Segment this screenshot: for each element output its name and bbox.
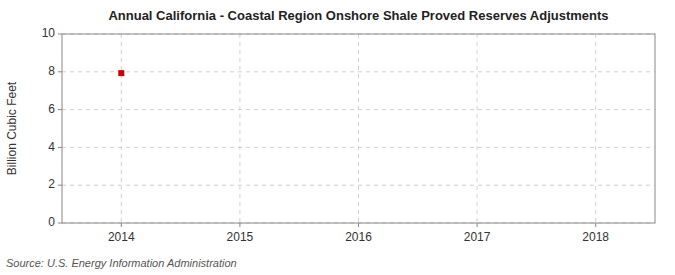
points <box>118 70 124 76</box>
y-tick-label: 0 <box>48 215 55 229</box>
plot-frame <box>62 34 655 223</box>
y-grid-line <box>62 71 655 72</box>
point <box>118 70 124 76</box>
y-tick <box>58 185 62 186</box>
y-tick-label: 8 <box>48 64 55 78</box>
x-tick <box>358 223 359 227</box>
y-axis-label: Billion Cubic Feet <box>5 81 19 175</box>
title: Annual California - Coastal Region Onsho… <box>108 8 608 23</box>
x-tick-label: 2016 <box>345 230 372 244</box>
x-tick <box>595 223 596 227</box>
y-tick <box>58 34 62 35</box>
chart: 0 2 4 6 8 10 2014 2015 2016 2017 2018 Annual Califo… <box>0 0 675 275</box>
y-tick <box>58 223 62 224</box>
y-tick-label: 10 <box>42 26 56 40</box>
x-grid-line <box>239 34 240 223</box>
y-tick <box>58 109 62 110</box>
y-tick <box>58 147 62 148</box>
x-tick <box>239 223 240 227</box>
y-grid-line <box>62 185 655 186</box>
y-axis: 0 2 4 6 8 10 <box>42 26 62 229</box>
grid <box>62 34 655 223</box>
x-tick-label: 2018 <box>582 230 609 244</box>
x-tick <box>477 223 478 227</box>
x-grid-line <box>358 34 359 223</box>
x-tick <box>121 223 122 227</box>
x-grid-line <box>477 34 478 223</box>
source-note: Source: U.S. Energy Information Administ… <box>6 257 237 269</box>
y-tick-label: 6 <box>48 102 55 116</box>
x-tick-label: 2014 <box>108 230 135 244</box>
x-tick-label: 2015 <box>227 230 254 244</box>
y-tick <box>58 71 62 72</box>
x-axis: 2014 2015 2016 2017 2018 <box>108 223 609 244</box>
x-grid-line <box>595 34 596 223</box>
y-tick-label: 4 <box>48 140 55 154</box>
x-tick-label: 2017 <box>464 230 491 244</box>
x-grid-line <box>121 34 122 223</box>
y-tick-label: 2 <box>48 177 55 191</box>
